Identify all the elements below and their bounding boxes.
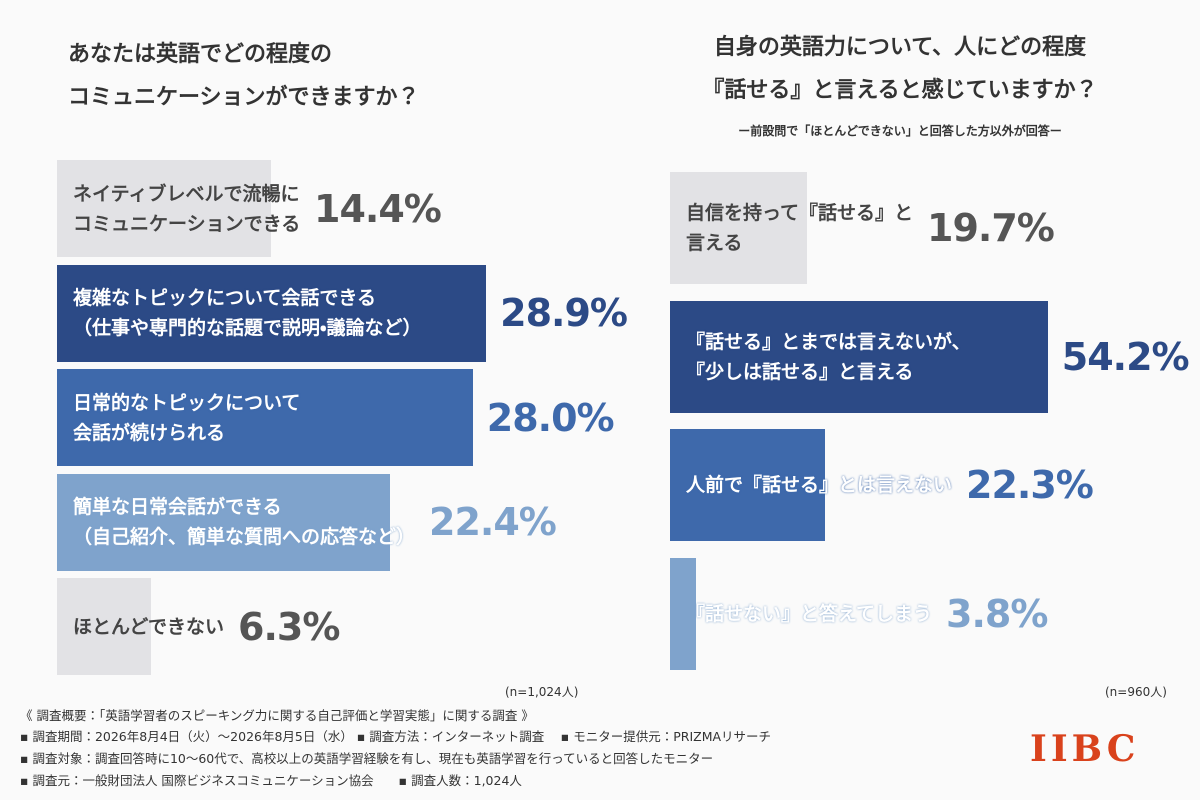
category-label: 日常的なトピックについて 会話が続けられる — [73, 391, 301, 444]
bar — [670, 300, 1048, 413]
bar — [670, 172, 808, 284]
bar — [57, 369, 473, 466]
chart-subtitle: ー前設問で「ほとんどできない」と回答した方以外が回答ー — [738, 124, 1062, 138]
bar — [670, 429, 826, 541]
category-label: 『話せない』と答えてしまう — [686, 602, 933, 625]
bar — [57, 578, 151, 675]
sample-size: (n=1,024人) — [505, 685, 579, 699]
category-label: 『話せる』とまでは言えないが、 『少しは話せる』と言える — [686, 330, 971, 383]
category-label: 複雑なトピックについて会話できる （仕事や専門的な話題で説明・議論など） — [73, 287, 422, 339]
category-label: 人前で『話せる』とは言えない — [686, 474, 953, 496]
value-label: 14.4% — [314, 186, 442, 231]
category-label: 自信を持って『話せる』と 言える — [686, 202, 914, 254]
value-label: 22.4% — [429, 500, 557, 544]
category-label: ほとんどできない — [73, 615, 225, 638]
value-label: 28.0% — [486, 395, 615, 440]
bar — [57, 473, 390, 571]
sample-size: (n=960人) — [1105, 685, 1167, 699]
bar — [670, 557, 697, 670]
footer-line: ▪ 調査期間：2026年8月4日（火）～2026年8月5日（水） ▪ 調査方法：… — [20, 729, 772, 744]
value-label: 3.8% — [946, 591, 1048, 636]
value-label: 22.3% — [966, 463, 1094, 507]
footer-line: 《 調査概要：「英語学習者のスピーキング力に関する自己評価と学習実態」に関する調… — [20, 708, 534, 723]
chart-title: あなたは英語でどの程度の コミュニケーションができますか？ — [68, 42, 420, 110]
category-label: 簡単な日常会話ができる （自己紹介、簡単な質問への応答など） — [73, 496, 416, 548]
logo: IIBC — [1030, 728, 1140, 770]
bar — [57, 264, 487, 362]
value-label: 19.7% — [927, 206, 1055, 250]
chart-title: 自身の英語力について、人にどの程度 『話せる』と言えると感じていますか？ — [702, 35, 1098, 103]
value-label: 6.3% — [238, 604, 340, 649]
value-label: 28.9% — [500, 291, 628, 335]
value-label: 54.2% — [1061, 334, 1190, 379]
category-label: ネイティブレベルで流暢に コミュニケーションできる — [73, 182, 301, 235]
bar — [57, 160, 271, 257]
footer-line: ▪ 調査元：一般財団法人 国際ビジネスコミュニケーション協会 ▪ 調査人数：1,… — [20, 773, 522, 788]
footer-line: ▪ 調査対象：調査回答時に10～60代で、高校以上の英語学習経験を有し、現在も英… — [20, 751, 714, 766]
